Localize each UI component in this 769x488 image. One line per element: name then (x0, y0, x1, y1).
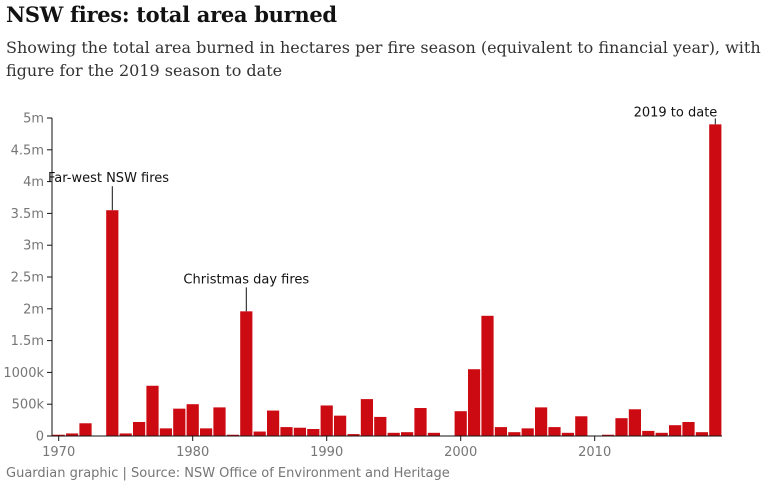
y-tick-label: 500k (12, 398, 45, 413)
y-tick-label: 3.5m (11, 207, 44, 222)
bar-2015 (655, 432, 668, 436)
annotation-label: Far-west NSW fires (48, 171, 169, 186)
bar-2018 (695, 432, 708, 436)
bar-2012 (615, 418, 628, 436)
bar-1987 (280, 427, 293, 436)
bar-1974 (106, 210, 119, 436)
y-tick-label: 4m (23, 175, 44, 190)
bar-2019 (709, 124, 722, 437)
bar-2004 (508, 432, 521, 436)
y-axis: 0 500k 1000k 1.5m 2m 2.5m 3m 3.5m 4m 4.5m 5m (3, 112, 53, 445)
bar-1985 (253, 431, 266, 436)
bar-1972 (79, 423, 92, 436)
y-tick-label: 1000k (3, 366, 44, 381)
y-tick-label: 2m (23, 302, 44, 317)
x-tick-label: 1980 (176, 445, 209, 460)
bar-1993 (360, 399, 373, 436)
bar-1975 (119, 433, 132, 436)
y-tick-label: 0 (36, 430, 44, 445)
bar-2007 (548, 427, 561, 436)
annotations: Far-west NSW fires Christmas day fires 201… (48, 105, 718, 312)
x-tick-label: 1990 (310, 445, 343, 460)
bar-1989 (307, 429, 320, 436)
bar-2005 (521, 428, 534, 436)
bar-1979 (173, 408, 186, 436)
bar-2003 (494, 427, 507, 436)
bar-1998 (427, 432, 440, 436)
bar-1990 (320, 405, 333, 436)
bar-1995 (387, 432, 400, 436)
chart-subtitle: Showing the total area burned in hectare… (6, 38, 761, 80)
bar-1994 (374, 416, 387, 436)
bar-1988 (293, 427, 306, 436)
source-note: Guardian graphic | Source: NSW Office of… (6, 466, 450, 481)
bar-1980 (186, 404, 199, 436)
bar-1971 (66, 433, 79, 436)
bar-1984 (240, 311, 253, 436)
bar-2013 (628, 409, 641, 436)
bar-1983 (226, 434, 239, 436)
bar-1986 (267, 410, 280, 436)
bar-1970 (52, 434, 65, 436)
x-axis: 1970 1980 1990 2000 2010 (42, 435, 722, 460)
x-tick-label: 2010 (578, 445, 611, 460)
bar-1992 (347, 434, 360, 436)
bar-2006 (535, 407, 548, 436)
bar-2014 (642, 430, 655, 436)
annotation-label: 2019 to date (634, 105, 718, 120)
y-tick-label: 2.5m (11, 271, 44, 286)
bar-1982 (213, 407, 226, 436)
chart-title: NSW fires: total area burned (6, 2, 337, 27)
bar-1978 (159, 428, 172, 436)
x-tick-label: 1970 (42, 445, 75, 460)
bar-1991 (334, 415, 347, 436)
bar-1997 (414, 408, 427, 436)
y-tick-label: 5m (23, 112, 44, 127)
bar-2001 (468, 369, 481, 436)
bar-2009 (575, 416, 588, 436)
bar-1976 (133, 422, 146, 436)
bar-2002 (481, 315, 494, 436)
bar-2008 (561, 432, 574, 436)
y-tick-label: 4.5m (11, 143, 44, 158)
bar-1996 (401, 432, 414, 436)
y-tick-label: 1.5m (11, 334, 44, 349)
annotation-label: Christmas day fires (183, 272, 309, 287)
bar-2017 (682, 422, 695, 436)
bars (52, 124, 722, 437)
bar-2011 (602, 434, 615, 436)
x-tick-label: 2000 (444, 445, 477, 460)
bar-1981 (200, 428, 213, 436)
bar-1977 (146, 385, 159, 436)
y-tick-label: 3m (23, 239, 44, 254)
bar-2000 (454, 411, 467, 436)
bar-2016 (669, 425, 682, 436)
